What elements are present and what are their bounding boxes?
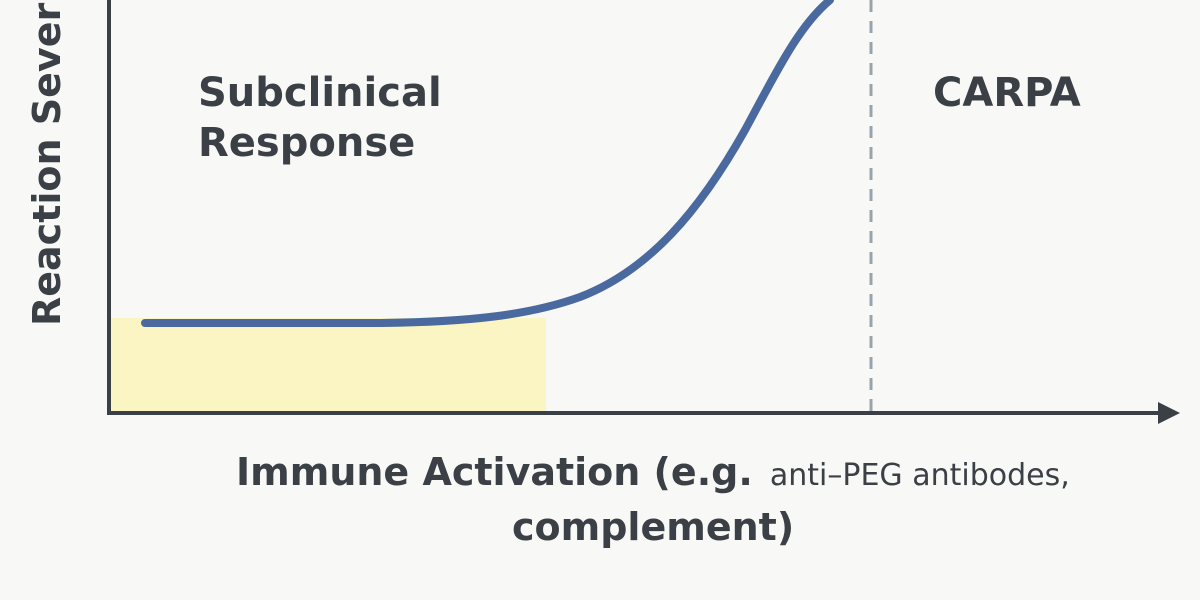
y-axis-label: Reaction Severit (25, 0, 69, 326)
subclinical-label-line1: Subclinical (198, 70, 442, 116)
x-axis-label-regular: anti–PEG antibodes, (770, 458, 1070, 493)
x-axis-label-bold: Immune Activation (e.g. (236, 450, 753, 494)
x-axis-label-line1: Immune Activation (e.g. anti–PEG antibod… (236, 450, 1070, 494)
carpa-label: CARPA (933, 70, 1081, 116)
subclinical-region (110, 318, 546, 412)
x-axis-label-line2: complement) (512, 505, 794, 549)
x-axis-arrowhead (1158, 402, 1180, 424)
subclinical-label-line2: Response (198, 120, 415, 166)
response-curve (141, 0, 834, 327)
